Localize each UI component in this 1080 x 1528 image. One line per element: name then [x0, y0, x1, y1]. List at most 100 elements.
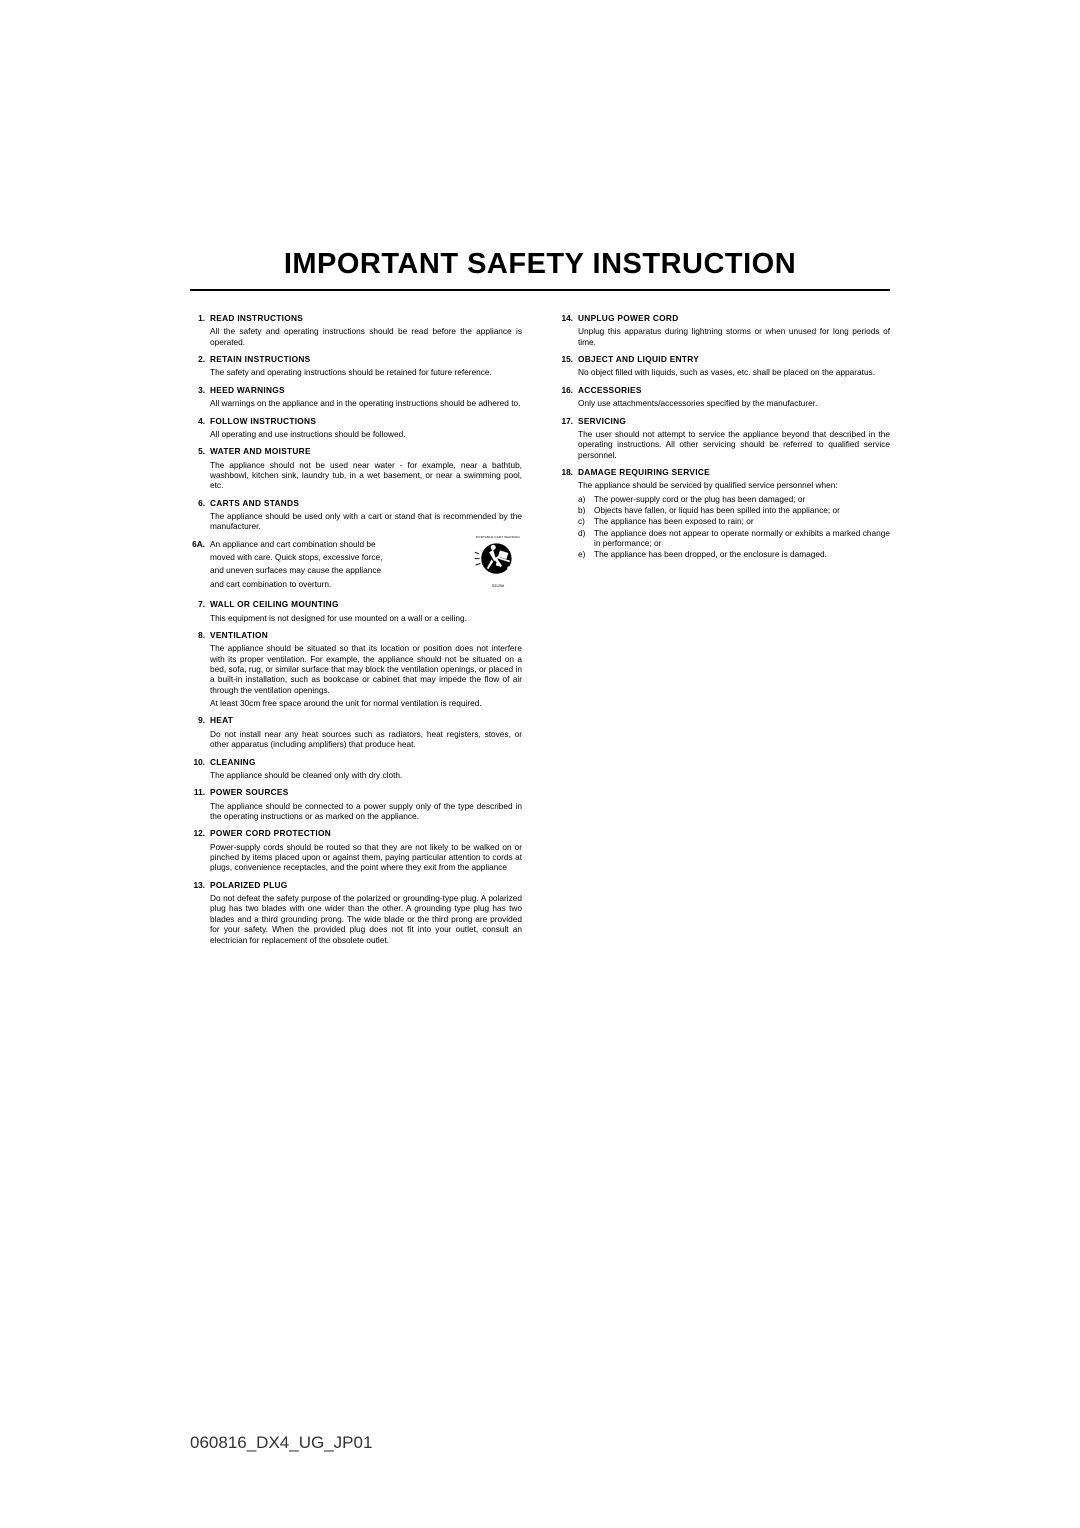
item-number: 14. — [558, 313, 578, 347]
column-left: 1.READ INSTRUCTIONS All the safety and op… — [190, 313, 522, 952]
item-body: The appliance should be cleaned only wit… — [210, 770, 522, 780]
sublist-item: c)The appliance has been exposed to rain… — [578, 516, 890, 526]
title-rule — [190, 289, 890, 291]
item-body: Do not defeat the safety purpose of the … — [210, 893, 522, 945]
instruction-item: 14.UNPLUG POWER CORDUnplug this apparatu… — [558, 313, 890, 347]
item-body: The safety and operating instructions sh… — [210, 367, 522, 377]
sublist-item: e)The appliance has been dropped, or the… — [578, 549, 890, 559]
item-body: Only use attachments/accessories specifi… — [578, 398, 890, 408]
item-number: 5. — [190, 446, 210, 490]
item-number: 6A. — [190, 539, 210, 592]
item-content: WATER AND MOISTUREThe appliance should n… — [210, 446, 522, 490]
item-content: READ INSTRUCTIONS All the safety and oper… — [210, 313, 522, 347]
item-heading: POLARIZED PLUG — [210, 880, 522, 890]
item-heading: VENTILATION — [210, 630, 522, 640]
item-number: 12. — [190, 828, 210, 872]
item-number: 6. — [190, 498, 210, 532]
item-content: FOLLOW INSTRUCTIONS All operating and use… — [210, 416, 522, 440]
item-content: CLEANING The appliance should be cleaned … — [210, 757, 522, 781]
item-body: All the safety and operating instruction… — [210, 326, 522, 347]
item-number: 16. — [558, 385, 578, 409]
item-body: No object filled with liquids, such as v… — [578, 367, 890, 377]
instruction-item: 1.READ INSTRUCTIONS All the safety and op… — [190, 313, 522, 347]
instruction-item: 16.ACCESSORIES Only use attachments/acces… — [558, 385, 890, 409]
item-content: POWER CORD PROTECTION Power-supply cords … — [210, 828, 522, 872]
item-content: CARTS AND STANDSThe appliance should be … — [210, 498, 522, 532]
sublist-text: Objects have fallen, or liquid has been … — [594, 505, 890, 515]
page: IMPORTANT SAFETY INSTRUCTION 1.READ INST… — [0, 0, 1080, 952]
item-content: HEED WARNINGS All warnings on the applian… — [210, 385, 522, 409]
instruction-item: 9.HEATDo not install near any heat sourc… — [190, 715, 522, 749]
item-content: WALL OR CEILING MOUNTINGThis equipment i… — [210, 599, 522, 623]
item-heading: CARTS AND STANDS — [210, 498, 522, 508]
item-number: 11. — [190, 787, 210, 821]
item-content: OBJECT AND LIQUID ENTRY No object filled … — [578, 354, 890, 378]
item-body: All warnings on the appliance and in the… — [210, 398, 522, 408]
item-content: DAMAGE REQUIRING SERVICEThe appliance sh… — [578, 467, 890, 561]
item-content: RETAIN INSTRUCTIONS The safety and operat… — [210, 354, 522, 378]
sublist-text: The appliance has been dropped, or the e… — [594, 549, 890, 559]
instruction-item: 4.FOLLOW INSTRUCTIONS All operating and u… — [190, 416, 522, 440]
instruction-item: 12.POWER CORD PROTECTION Power-supply cor… — [190, 828, 522, 872]
item-content: SERVICINGThe user should not attempt to … — [578, 416, 890, 460]
item-body: The appliance should be situated so that… — [210, 643, 522, 695]
item-number: 18. — [558, 467, 578, 561]
item-heading: DAMAGE REQUIRING SERVICE — [578, 467, 890, 477]
item-content: POLARIZED PLUG Do not defeat the safety p… — [210, 880, 522, 945]
sublist-text: The power-supply cord or the plug has be… — [594, 494, 890, 504]
sublist-text: The appliance does not appear to operate… — [594, 528, 890, 549]
item-line: and uneven surfaces may cause the applia… — [210, 565, 438, 575]
item-content: UNPLUG POWER CORDUnplug this apparatus d… — [578, 313, 890, 347]
item-number: 7. — [190, 599, 210, 623]
item-heading: SERVICING — [578, 416, 890, 426]
item-line: moved with care. Quick stops, excessive … — [210, 552, 438, 562]
item-heading: HEED WARNINGS — [210, 385, 522, 395]
item-heading: ACCESSORIES — [578, 385, 890, 395]
cart-tip-icon — [474, 541, 522, 581]
item-body: The appliance should not be used near wa… — [210, 460, 522, 491]
item-line: An appliance and cart combination should… — [210, 539, 438, 549]
item-heading: OBJECT AND LIQUID ENTRY — [578, 354, 890, 364]
page-title: IMPORTANT SAFETY INSTRUCTION — [190, 248, 890, 281]
sublist-item: b)Objects have fallen, or liquid has bee… — [578, 505, 890, 515]
sublist-item: d)The appliance does not appear to opera… — [578, 528, 890, 549]
item-lines: An appliance and cart combination should… — [210, 539, 438, 589]
instruction-item: 11.POWER SOURCESThe appliance should be … — [190, 787, 522, 821]
item-heading: FOLLOW INSTRUCTIONS — [210, 416, 522, 426]
item-content: VENTILATION The appliance should be situa… — [210, 630, 522, 709]
item-number: 1. — [190, 313, 210, 347]
item-heading: HEAT — [210, 715, 522, 725]
footer-code: 060816_DX4_UG_JP01 — [190, 1433, 372, 1453]
item-content: ACCESSORIES Only use attachments/accessor… — [578, 385, 890, 409]
column-right: 14.UNPLUG POWER CORDUnplug this apparatu… — [558, 313, 890, 952]
instruction-item: 7.WALL OR CEILING MOUNTINGThis equipment… — [190, 599, 522, 623]
sublist-letter: c) — [578, 516, 594, 526]
item-number: 2. — [190, 354, 210, 378]
item-heading: CLEANING — [210, 757, 522, 767]
item-heading: WALL OR CEILING MOUNTING — [210, 599, 522, 609]
item-heading: POWER CORD PROTECTION — [210, 828, 522, 838]
instruction-item: 15.OBJECT AND LIQUID ENTRY No object fill… — [558, 354, 890, 378]
item-content: HEATDo not install near any heat sources… — [210, 715, 522, 749]
sublist-letter: d) — [578, 528, 594, 549]
item-body: Unplug this apparatus during lightning s… — [578, 326, 890, 347]
item-number: 13. — [190, 880, 210, 945]
item-number: 15. — [558, 354, 578, 378]
instruction-item: 10.CLEANINGThe appliance should be clean… — [190, 757, 522, 781]
item-heading: READ INSTRUCTIONS — [210, 313, 522, 323]
instruction-item: 6.CARTS AND STANDSThe appliance should b… — [190, 498, 522, 532]
item-body: Power-supply cords should be routed so t… — [210, 842, 522, 873]
sublist-letter: b) — [578, 505, 594, 515]
title-text: IMPORTANT SAFETY INSTRUCTION — [284, 248, 796, 280]
item-heading: RETAIN INSTRUCTIONS — [210, 354, 522, 364]
item-body: At least 30cm free space around the unit… — [210, 698, 522, 708]
instruction-item: 3.HEED WARNINGS All warnings on the appli… — [190, 385, 522, 409]
columns: 1.READ INSTRUCTIONS All the safety and op… — [190, 313, 890, 952]
sublist-letter: a) — [578, 494, 594, 504]
instruction-item: 5.WATER AND MOISTUREThe appliance should… — [190, 446, 522, 490]
item-body: All operating and use instructions shoul… — [210, 429, 522, 439]
item-content: POWER SOURCESThe appliance should be con… — [210, 787, 522, 821]
item-body: The appliance should be connected to a p… — [210, 801, 522, 822]
item-number: 3. — [190, 385, 210, 409]
item-number: 4. — [190, 416, 210, 440]
